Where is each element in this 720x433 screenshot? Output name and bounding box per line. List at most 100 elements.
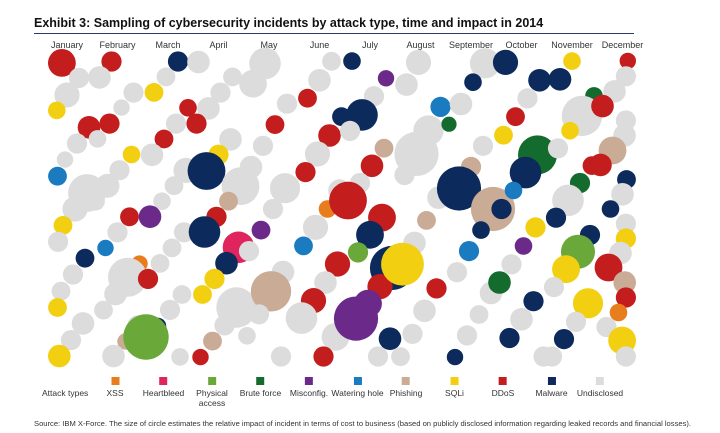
incident-may-12: [250, 271, 292, 312]
incident-march-2: [156, 67, 176, 87]
incident-may-9: [251, 220, 271, 240]
incident-july-9: [329, 181, 367, 220]
month-label-february: February: [99, 40, 136, 50]
incident-november-16: [565, 311, 587, 332]
legend-label: Physical access: [196, 388, 228, 408]
month-label-november: November: [551, 40, 593, 50]
incident-july-6: [374, 138, 394, 158]
incident-january-4: [48, 101, 66, 120]
incident-august-13: [402, 323, 423, 344]
incident-april-8: [187, 152, 226, 190]
incident-may-13: [248, 304, 270, 325]
incident-october-9: [491, 198, 512, 220]
incident-october-10: [525, 217, 546, 238]
incident-august-1: [405, 49, 432, 75]
incident-june-15: [285, 302, 318, 334]
incident-february-16: [104, 282, 127, 306]
incident-december-17: [615, 287, 637, 308]
legend-label: Heartbleed: [142, 388, 185, 398]
incident-january-18: [60, 330, 82, 351]
title-rule: [34, 33, 634, 34]
incident-november-6: [547, 138, 569, 159]
incident-october-1: [492, 49, 519, 75]
legend-label: XSS: [106, 388, 124, 398]
incident-november-9: [552, 184, 584, 217]
incident-december-1: [619, 52, 636, 70]
incident-march-6: [154, 129, 174, 149]
incident-october-13: [488, 271, 511, 294]
incident-march-20: [171, 348, 189, 366]
incident-march-3: [144, 83, 164, 102]
incident-march-13: [162, 238, 182, 258]
incident-april-3: [210, 82, 231, 103]
month-label-august: August: [406, 40, 435, 50]
legend-label: Undisclosed: [576, 388, 624, 398]
incident-april-6: [219, 128, 242, 151]
incident-june-13: [314, 271, 337, 294]
legend-label: Watering hole: [331, 388, 384, 398]
legend-item-heartbleed: Heartbleed: [142, 377, 185, 398]
incident-july-2: [377, 70, 395, 87]
incident-september-7: [436, 166, 482, 211]
legend-item-misconfig-: Misconfig.: [290, 377, 328, 398]
incident-january-3: [54, 82, 80, 108]
incident-february-4: [113, 99, 130, 116]
incident-june-6: [304, 141, 331, 167]
incident-august-14: [391, 347, 410, 367]
incident-march-11: [138, 205, 162, 228]
incident-april-4: [197, 97, 220, 120]
legend-item-xss: XSS: [106, 377, 124, 398]
incident-june-4: [332, 107, 351, 127]
incident-september-15: [446, 348, 464, 366]
incident-march-15: [137, 268, 159, 289]
incident-august-11: [426, 278, 447, 299]
incident-february-2: [88, 66, 111, 89]
incident-april-1: [187, 50, 210, 74]
incident-january-13: [75, 248, 95, 268]
incident-october-5: [494, 125, 513, 145]
incident-september-2: [464, 73, 482, 91]
incident-january-17: [71, 312, 95, 335]
incident-january-19: [48, 344, 71, 368]
incident-august-6: [394, 164, 415, 186]
incident-may-2: [239, 69, 267, 98]
incident-january-14: [62, 264, 84, 285]
incident-april-20: [192, 348, 209, 366]
incident-april-14: [215, 251, 238, 275]
incident-september-13: [469, 305, 489, 324]
incident-may-7: [269, 173, 301, 204]
incident-january-7: [56, 151, 74, 168]
incident-april-15: [204, 268, 225, 289]
incident-june-7: [295, 162, 316, 183]
incident-february-11: [120, 207, 139, 227]
incident-april-19: [203, 331, 222, 351]
incident-june-17: [313, 346, 334, 367]
incident-october-15: [510, 308, 533, 331]
month-label-january: January: [50, 40, 84, 50]
source-note: Source: IBM X-Force. The size of circle …: [34, 419, 692, 428]
incident-october-11: [514, 237, 533, 255]
incident-june-10: [302, 214, 329, 240]
incident-december-18: [609, 303, 628, 322]
incident-march-4: [179, 99, 197, 117]
incident-january-6: [66, 133, 88, 154]
incident-february-10: [86, 191, 105, 211]
incident-july-17: [378, 327, 402, 351]
incident-may-8: [262, 198, 284, 220]
incident-november-14: [543, 277, 565, 298]
incident-december-21: [615, 346, 637, 367]
legend-swatch: [596, 377, 604, 385]
legend-label: Misconfig.: [289, 388, 329, 398]
legend-label: Malware: [535, 388, 568, 398]
incident-january-12: [48, 231, 69, 252]
incident-december-8: [589, 153, 612, 177]
legend-item-ddos: DDoS: [492, 377, 514, 398]
incident-september-5: [472, 135, 494, 156]
legend-swatch: [159, 377, 168, 385]
incident-february-8: [109, 160, 130, 181]
incident-august-10: [381, 242, 424, 286]
incident-january-15: [51, 281, 71, 301]
legend-swatch: [450, 377, 459, 385]
incident-december-15: [594, 253, 623, 282]
